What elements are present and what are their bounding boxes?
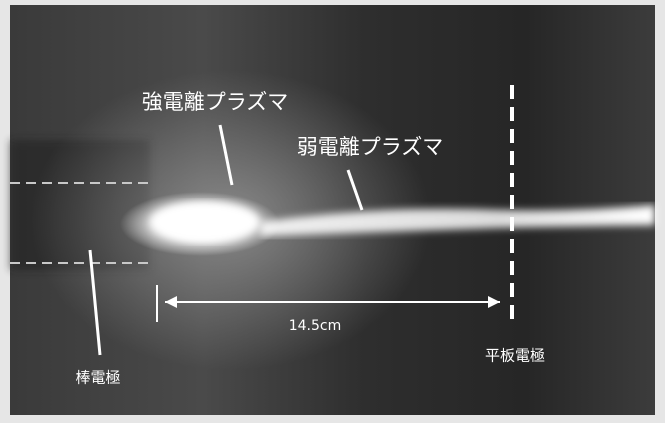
weak-plasma-label: 弱電離プラズマ [297, 135, 444, 159]
distance-label: 14.5cm [289, 318, 342, 334]
plate-electrode-label: 平板電極 [485, 347, 545, 365]
rod-electrode-label: 棒電極 [75, 369, 120, 387]
photo: 強電離プラズマ 弱電離プラズマ 14.5cm 平板電極 棒電極 [0, 0, 665, 423]
page: 強電離プラズマ 弱電離プラズマ 14.5cm 平板電極 棒電極 (() => {… [0, 0, 665, 423]
plasma-core [150, 202, 260, 242]
strong-plasma-label: 強電離プラズマ [142, 90, 289, 114]
